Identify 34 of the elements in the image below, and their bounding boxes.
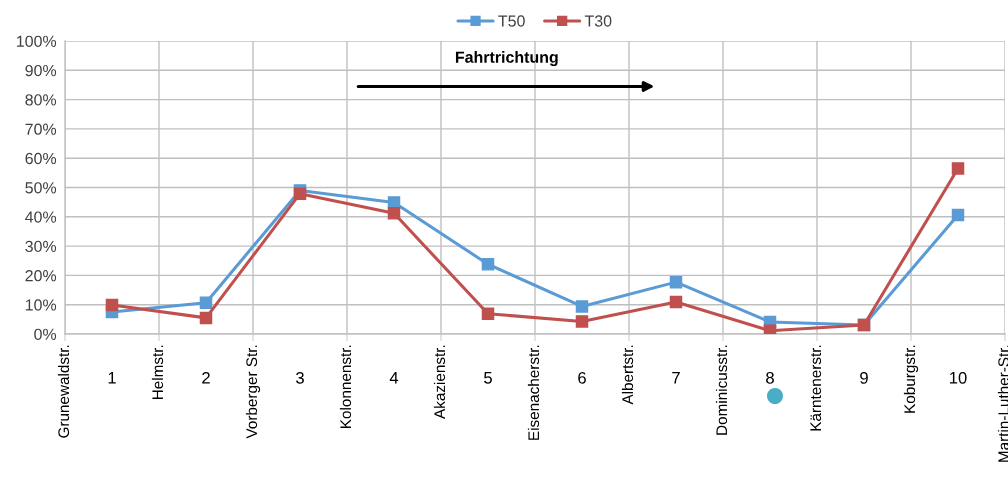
x-tick-label: 10 xyxy=(950,371,967,384)
y-tick-label: 90% xyxy=(25,64,57,77)
text: Kärntenerstr. xyxy=(810,345,822,431)
text: Akazienstr. xyxy=(433,345,446,419)
y-tick-label: 80% xyxy=(25,94,57,106)
y-tick-label: 0% xyxy=(34,328,57,340)
y-tick-label: 10% xyxy=(25,299,57,311)
x-tick-label: 6 xyxy=(578,371,586,384)
x-tick-label: 2 xyxy=(202,371,210,384)
text: Grunewaldstr. xyxy=(57,345,70,438)
text: Helmstr. xyxy=(151,345,164,400)
y-tick-label: 70% xyxy=(25,123,57,135)
legend-label: T30 xyxy=(584,15,612,27)
x-tick-label: 9 xyxy=(860,371,868,384)
y-tick-label: 50% xyxy=(25,182,57,194)
text: Albertstr. xyxy=(621,345,634,405)
legend-label: T50 xyxy=(498,15,525,27)
y-tick-label: 30% xyxy=(25,240,57,253)
x-tick-label: 3 xyxy=(296,371,304,384)
x-tick-label: 8 xyxy=(766,371,774,384)
text: Koburgstr. xyxy=(903,345,919,413)
text: Vorberger Str. xyxy=(245,345,261,439)
y-tick-label: 100% xyxy=(17,35,57,47)
y-tick-label: 40% xyxy=(25,211,57,223)
x-tick-label: 7 xyxy=(672,372,680,384)
annotation: Fahrtrichtung xyxy=(455,51,558,67)
y-tick-label: 60% xyxy=(25,152,57,165)
text: Dominicusstr. xyxy=(715,345,728,435)
x-tick-label: 4 xyxy=(389,372,399,384)
x-tick-label: 5 xyxy=(484,372,492,384)
x-tick-label: 1 xyxy=(108,372,116,384)
text: Eisenacherstr. xyxy=(527,345,540,440)
text: Kolonnenstr. xyxy=(339,345,352,428)
y-tick-label: 20% xyxy=(25,270,57,282)
